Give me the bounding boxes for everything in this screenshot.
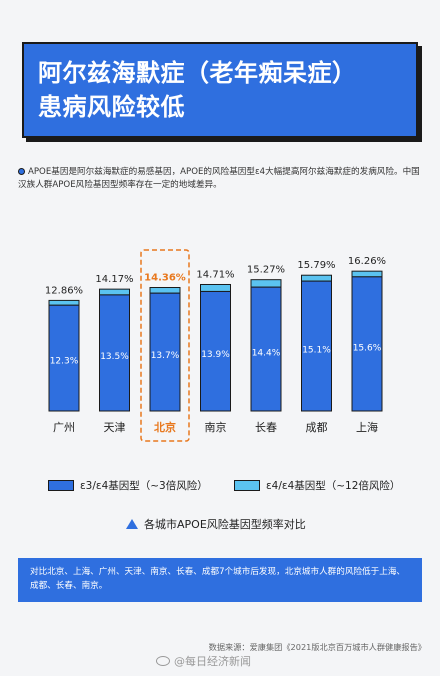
total-label-南京: 14.71% bbox=[196, 269, 234, 280]
bar-e3e4-天津 bbox=[99, 294, 130, 412]
chart-caption-text: 各城市APOE风险基因型频率对比 bbox=[144, 518, 306, 531]
bar-e4e4-广州 bbox=[48, 299, 80, 306]
bar-value-label-广州: 12.3% bbox=[50, 356, 79, 366]
total-label-天津: 14.17% bbox=[95, 274, 133, 285]
weibo-logo-icon bbox=[156, 656, 170, 666]
bar-e3e4-长春 bbox=[250, 286, 282, 412]
bar-e4e4-成都 bbox=[301, 274, 332, 282]
category-label-成都: 成都 bbox=[306, 421, 328, 434]
bar-value-label-南京: 13.9% bbox=[201, 350, 230, 360]
legend-label-e4e4: ε4/ε4基因型（~12倍风险） bbox=[266, 480, 401, 492]
intro-text: APOE基因是阿尔兹海默症的易感基因，APOE的风险基因型ε4大幅提高阿尔兹海默… bbox=[18, 167, 420, 190]
bar-value-label-天津: 13.5% bbox=[100, 352, 129, 362]
bar-e4e4-上海 bbox=[351, 270, 383, 278]
title-line-2: 患病风险较低 bbox=[38, 93, 185, 121]
bar-e3e4-上海 bbox=[351, 276, 383, 412]
category-label-北京: 北京 bbox=[154, 420, 176, 434]
total-label-北京: 14.36% bbox=[144, 273, 186, 284]
bar-value-label-长春: 14.4% bbox=[252, 348, 281, 358]
bar-e3e4-南京 bbox=[200, 290, 231, 412]
legend-item-e3e4: ε3/ε4基因型（~3倍风险） bbox=[48, 478, 208, 493]
bar-value-label-成都: 15.1% bbox=[302, 346, 331, 356]
bar-value-label-上海: 15.6% bbox=[353, 344, 382, 354]
stacked-bar-chart: 12.3% 12.86% 广州 13.5% 14.17% 天津 13.7% 14.36% 北京 1… bbox=[45, 249, 386, 442]
total-label-广州: 12.86% bbox=[45, 285, 83, 296]
bar-e4e4-北京 bbox=[149, 287, 181, 294]
bar-e4e4-长春 bbox=[250, 279, 282, 288]
data-source: 数据来源：爱康集团《2021版北京百万城市人群健康报告》 bbox=[208, 642, 426, 652]
total-label-成都: 15.79% bbox=[297, 260, 335, 271]
triangle-icon bbox=[126, 519, 138, 529]
conclusion-text: 对比北京、上海、广州、天津、南京、长春、成都7个城市后发现，北京城市人群的风险低… bbox=[30, 567, 406, 591]
legend-swatch-e4e4 bbox=[234, 480, 260, 491]
legend-item-e4e4: ε4/ε4基因型（~12倍风险） bbox=[234, 478, 400, 493]
bar-value-label-北京: 13.7% bbox=[151, 351, 180, 361]
watermark-text: @每日经济新闻 bbox=[174, 655, 251, 668]
category-label-天津: 天津 bbox=[104, 421, 126, 434]
bar-e3e4-北京 bbox=[149, 292, 181, 412]
category-label-长春: 长春 bbox=[255, 421, 277, 434]
highlight-box-北京 bbox=[140, 249, 190, 442]
bullet-dot-icon bbox=[18, 168, 25, 175]
conclusion-box: 对比北京、上海、广州、天津、南京、长春、成都7个城市后发现，北京城市人群的风险低… bbox=[18, 558, 422, 602]
bar-e3e4-广州 bbox=[48, 304, 80, 412]
bar-e4e4-天津 bbox=[99, 288, 130, 296]
watermark: @每日经济新闻 bbox=[156, 653, 251, 669]
chart-caption: 各城市APOE风险基因型频率对比 bbox=[126, 516, 306, 532]
title-line-1: 阿尔兹海默症（老年痴呆症） bbox=[38, 59, 357, 87]
bar-e4e4-南京 bbox=[200, 283, 231, 292]
legend-swatch-e3e4 bbox=[48, 480, 74, 491]
total-label-上海: 16.26% bbox=[348, 256, 386, 267]
legend-label-e3e4: ε3/ε4基因型（~3倍风险） bbox=[80, 480, 208, 492]
category-label-上海: 上海 bbox=[356, 420, 378, 434]
total-label-长春: 15.27% bbox=[247, 265, 285, 276]
bar-e3e4-成都 bbox=[301, 280, 332, 412]
intro-paragraph: APOE基因是阿尔兹海默症的易感基因，APOE的风险基因型ε4大幅提高阿尔兹海默… bbox=[18, 166, 422, 192]
title-banner: 阿尔兹海默症（老年痴呆症） 患病风险较低 bbox=[22, 42, 418, 138]
category-label-南京: 南京 bbox=[205, 420, 227, 434]
category-label-广州: 广州 bbox=[53, 421, 75, 434]
